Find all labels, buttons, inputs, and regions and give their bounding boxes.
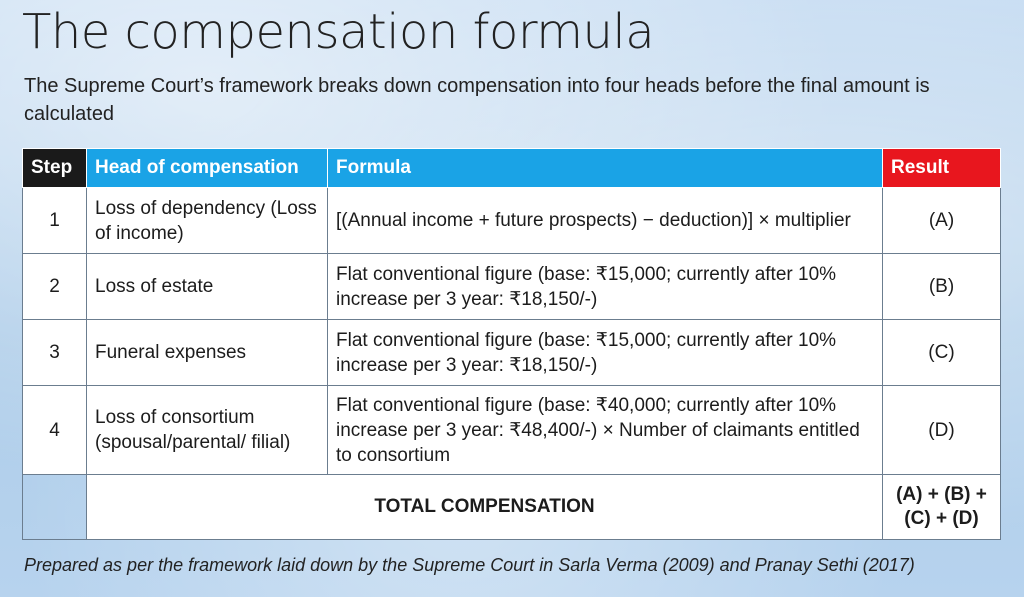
head-cell: Funeral expenses [86,319,328,386]
step-cell: 2 [22,253,87,320]
formula-cell: Flat conventional figure (base: ₹40,000;… [327,385,883,475]
result-cell: (A) [882,187,1001,254]
table-row: 2 Loss of estate Flat conventional figur… [22,253,1001,320]
page-subtitle: The Supreme Court’s framework breaks dow… [24,75,930,125]
formula-cell: [(Annual income + future prospects) − de… [327,187,883,254]
result-cell: (B) [882,253,1001,320]
formula-cell: Flat conventional figure (base: ₹15,000;… [327,319,883,386]
total-row-spacer [22,474,87,540]
table-header-row: Step Head of compensation Formula Result [22,148,1001,188]
result-cell: (C) [882,319,1001,386]
header-head-of-compensation: Head of compensation [86,148,328,188]
total-label: TOTAL COMPENSATION [86,474,883,540]
compensation-table: Step Head of compensation Formula Result… [22,148,1001,540]
head-cell: Loss of consortium (spousal/parental/ fi… [86,385,328,475]
header-result: Result [882,148,1001,188]
header-formula: Formula [327,148,883,188]
step-cell: 3 [22,319,87,386]
table-row: 3 Funeral expenses Flat conventional fig… [22,319,1001,386]
page-title: The compensation formula [22,4,655,60]
header-step: Step [22,148,87,188]
step-cell: 1 [22,187,87,254]
result-cell: (D) [882,385,1001,475]
formula-cell: Flat conventional figure (base: ₹15,000;… [327,253,883,320]
head-cell: Loss of dependency (Loss of income) [86,187,328,254]
total-row: TOTAL COMPENSATION (A) + (B) + (C) + (D) [22,474,1001,540]
table-row: 4 Loss of consortium (spousal/parental/ … [22,385,1001,475]
step-cell: 4 [22,385,87,475]
head-cell: Loss of estate [86,253,328,320]
source-footnote: Prepared as per the framework laid down … [24,555,915,575]
table-row: 1 Loss of dependency (Loss of income) [(… [22,187,1001,254]
total-result: (A) + (B) + (C) + (D) [882,474,1001,540]
